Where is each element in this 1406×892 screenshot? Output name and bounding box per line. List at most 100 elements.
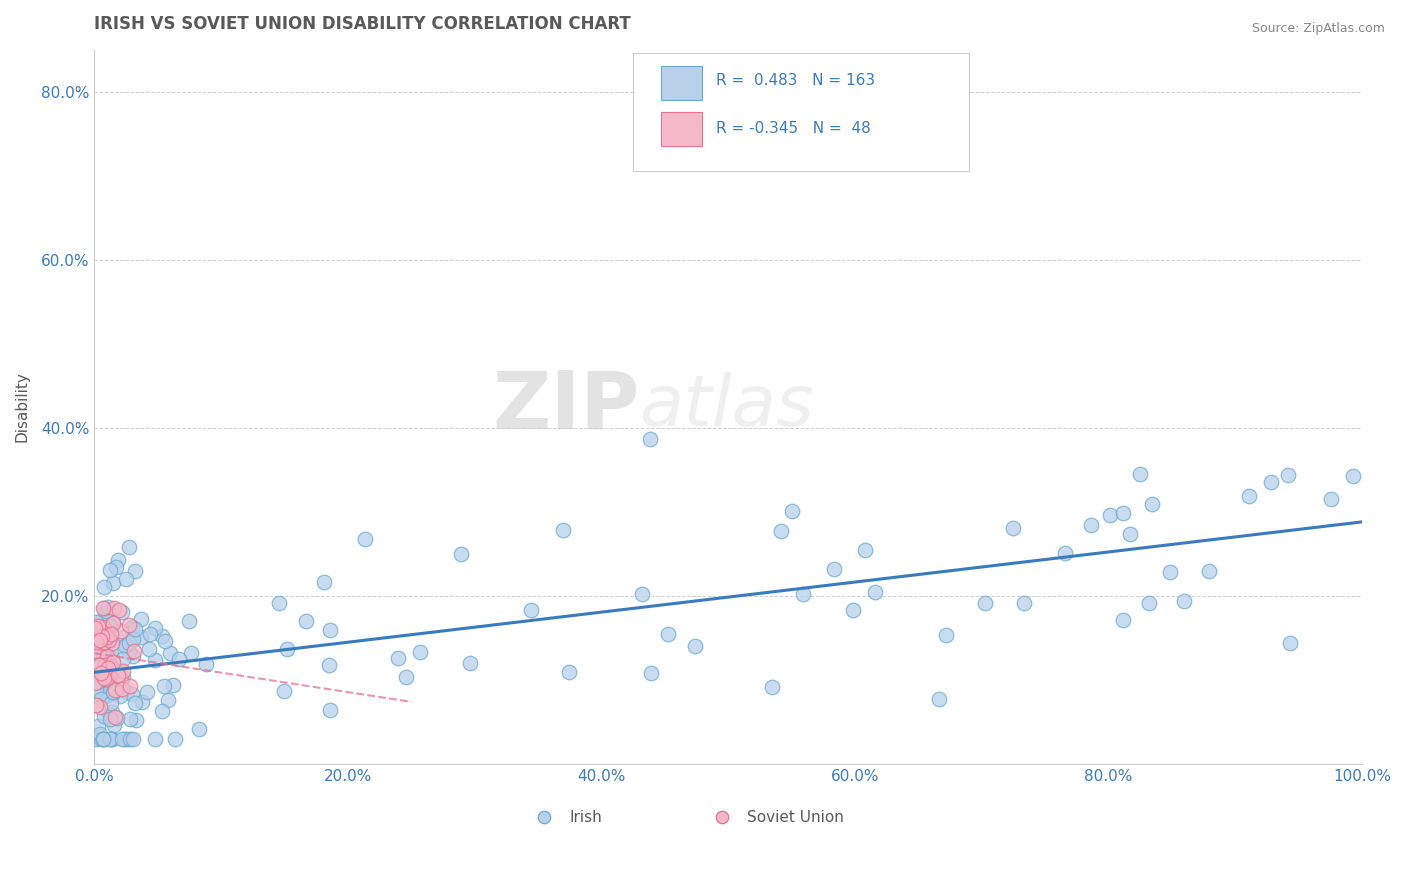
Point — [100, 626, 122, 640]
Point — [101, 650, 124, 665]
Point — [98, 670, 121, 684]
Point — [155, 634, 177, 648]
Point — [100, 696, 122, 710]
Point — [86, 619, 108, 633]
Point — [1277, 468, 1299, 483]
Point — [118, 618, 141, 632]
Point — [139, 627, 162, 641]
Point — [103, 686, 125, 700]
Point — [770, 524, 793, 538]
Point — [631, 587, 654, 601]
Point — [145, 731, 167, 746]
Point — [640, 432, 662, 446]
Point — [107, 668, 129, 682]
Point — [129, 612, 152, 626]
Point — [165, 731, 187, 746]
Point — [1260, 475, 1282, 489]
Point — [319, 703, 342, 717]
Point — [105, 711, 128, 725]
Point — [114, 638, 136, 652]
Point — [458, 656, 481, 670]
Point — [91, 620, 114, 634]
Point — [121, 687, 143, 701]
FancyBboxPatch shape — [633, 54, 969, 171]
Point — [94, 688, 117, 702]
Point — [100, 647, 122, 661]
Point — [1118, 527, 1140, 541]
Point — [450, 547, 472, 561]
Point — [294, 614, 316, 628]
Point — [91, 629, 114, 643]
Point — [89, 657, 111, 672]
Point — [108, 689, 131, 703]
Point — [194, 657, 217, 671]
Text: Source: ZipAtlas.com: Source: ZipAtlas.com — [1251, 22, 1385, 36]
Point — [84, 675, 107, 690]
Point — [101, 705, 124, 719]
Point — [94, 649, 117, 664]
Point — [98, 667, 121, 681]
Point — [103, 685, 125, 699]
Point — [98, 684, 121, 698]
Point — [111, 681, 134, 696]
Point — [96, 604, 118, 618]
Text: Irish: Irish — [569, 810, 603, 825]
Point — [94, 690, 117, 704]
Point — [122, 731, 145, 746]
Point — [98, 712, 121, 726]
Point — [98, 731, 121, 746]
Text: ZIP: ZIP — [492, 368, 640, 446]
Point — [558, 665, 581, 680]
Point — [842, 603, 865, 617]
Point — [91, 731, 114, 746]
Point — [409, 645, 432, 659]
Y-axis label: Disability: Disability — [15, 371, 30, 442]
Point — [125, 714, 148, 728]
Point — [103, 600, 125, 615]
Point — [1112, 506, 1135, 520]
Point — [84, 623, 107, 637]
Point — [122, 644, 145, 658]
Point — [91, 625, 114, 640]
FancyBboxPatch shape — [661, 112, 702, 146]
Point — [138, 642, 160, 657]
Point — [87, 719, 110, 733]
Point — [150, 704, 173, 718]
Point — [104, 682, 127, 697]
Text: atlas: atlas — [640, 372, 814, 442]
Point — [86, 694, 108, 708]
Point — [93, 709, 115, 723]
Point — [97, 665, 120, 680]
Point — [1112, 614, 1135, 628]
Point — [314, 575, 336, 590]
Point — [89, 634, 111, 648]
Point — [710, 820, 733, 834]
Point — [121, 632, 143, 647]
Point — [118, 712, 141, 726]
Point — [87, 640, 110, 655]
Point — [101, 635, 124, 649]
Point — [1320, 491, 1343, 506]
Point — [93, 657, 115, 672]
Point — [823, 562, 845, 576]
Point — [169, 652, 191, 666]
Point — [118, 679, 141, 693]
Point — [97, 661, 120, 675]
Point — [112, 630, 135, 644]
Point — [143, 652, 166, 666]
Point — [98, 605, 121, 619]
Point — [157, 692, 180, 706]
Point — [84, 634, 107, 648]
Point — [124, 564, 146, 578]
Point — [180, 646, 202, 660]
Point — [319, 624, 342, 638]
Point — [87, 632, 110, 647]
Point — [89, 673, 111, 687]
Point — [276, 642, 298, 657]
Point — [111, 670, 134, 684]
Point — [121, 649, 143, 664]
Point — [273, 683, 295, 698]
Point — [114, 639, 136, 653]
Point — [395, 670, 418, 684]
Point — [84, 621, 107, 635]
